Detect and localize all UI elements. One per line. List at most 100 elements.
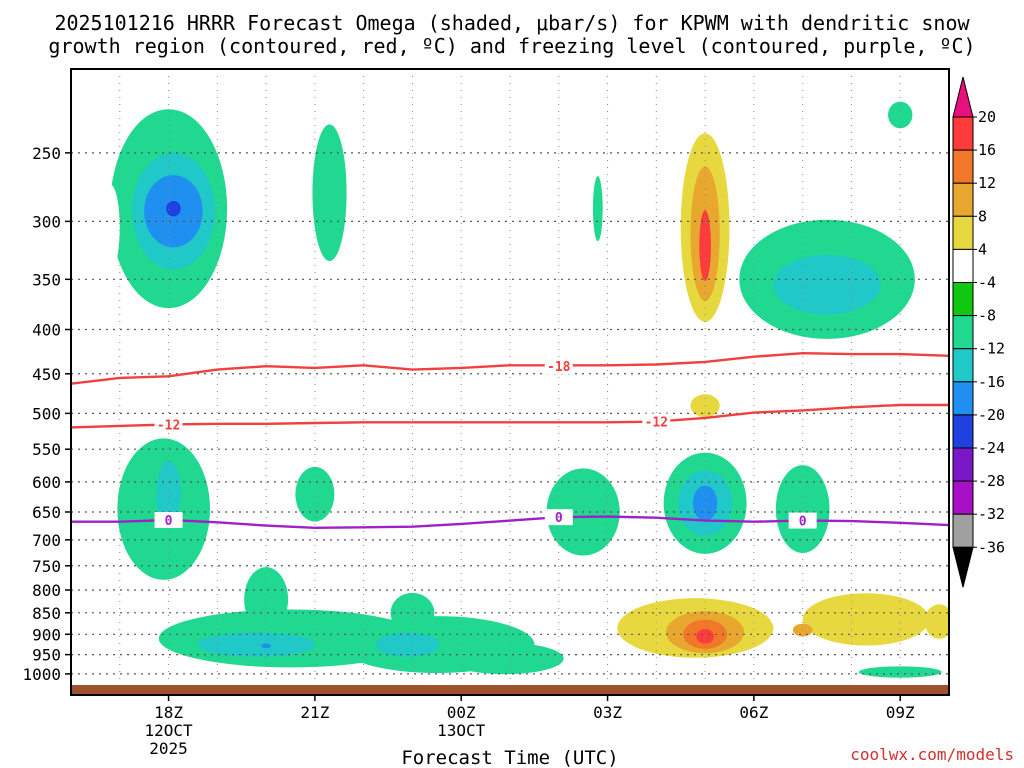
y-tick-label-450: 450 — [32, 365, 61, 384]
x-tick-label-24-0: 00Z — [447, 703, 476, 722]
omega-region-3 — [166, 200, 181, 217]
ground-strip — [71, 685, 949, 695]
contour-label-minus18: -18 — [547, 360, 571, 375]
y-tick-label-950: 950 — [32, 646, 61, 665]
x-tick-label-18-2: 2025 — [149, 739, 188, 758]
colorbar-swatch-7 — [952, 348, 974, 383]
colorbar-label-2: 12 — [978, 174, 996, 192]
contour-label-0: 0 — [799, 515, 807, 530]
y-tick-label-550: 550 — [32, 440, 61, 459]
colorbar-swatch-4 — [952, 248, 974, 283]
colorbar-swatch-3 — [952, 215, 974, 250]
colorbar-swatch-6 — [952, 315, 974, 350]
contour-label-bg — [544, 509, 573, 526]
omega-region-35 — [924, 604, 949, 639]
y-axis: 250 300 350 400 450 500 550 600 650 700 750 800 850 9… — [22, 144, 71, 684]
colorbar-label-5: -4 — [978, 274, 996, 292]
omega-region-38 — [244, 567, 289, 632]
omega-region-5 — [312, 124, 347, 262]
colorbar-bottom-arrow — [952, 546, 974, 588]
omega-region-34 — [792, 623, 813, 637]
y-tick-label-650: 650 — [32, 503, 61, 522]
omega-region-20 — [295, 466, 335, 522]
colorbar-label-13: -36 — [978, 538, 1005, 556]
omega-region-11 — [749, 92, 886, 214]
colorbar-swatch-2 — [952, 182, 974, 217]
chart-title-line2: growth region (contoured, red, ºC) and f… — [48, 34, 975, 58]
omega-shading — [100, 76, 949, 678]
omega-region-45 — [858, 666, 942, 678]
omega-region-25 — [775, 465, 830, 553]
contour-label-bg — [788, 512, 817, 529]
y-tick-label-850: 850 — [32, 604, 61, 623]
contour-label-minus12: -12 — [645, 416, 668, 431]
contour-label-0: 0 — [165, 514, 173, 529]
contour-label-bg — [154, 416, 183, 433]
contour-label-bg — [154, 511, 183, 528]
omega-region-14 — [888, 101, 913, 129]
omega-region-41 — [375, 632, 440, 657]
x-tick-label-18-0: 18Z — [154, 703, 183, 722]
gridlines — [71, 69, 949, 685]
omega-region-13 — [773, 254, 881, 315]
omega-region-44 — [446, 642, 564, 675]
contour-line-minus18-0 — [71, 351, 949, 385]
colorbar-label-8: -16 — [978, 373, 1005, 391]
omega-region-43 — [261, 643, 271, 649]
y-tick-label-600: 600 — [32, 473, 61, 492]
x-tick-label-24-1: 13OCT — [437, 721, 486, 740]
y-tick-label-1000: 1000 — [22, 665, 61, 684]
x-tick-label-27-0: 03Z — [593, 703, 622, 722]
y-tick-label-500: 500 — [32, 404, 61, 423]
contour-line-minus12-1 — [71, 403, 949, 429]
colorbar-label-0: 20 — [978, 108, 996, 126]
colorbar-label-11: -28 — [978, 472, 1005, 490]
y-tick-label-700: 700 — [32, 531, 61, 550]
x-tick-label-18-1: 12OCT — [144, 721, 193, 740]
y-tick-label-250: 250 — [32, 144, 61, 163]
temperature-contours: -18 -12 -12 0 0 0 — [71, 351, 949, 530]
colorbar-swatch-0 — [952, 116, 974, 151]
colorbar-label-9: -20 — [978, 406, 1005, 424]
omega-region-15 — [363, 363, 452, 441]
colorbar-label-1: 16 — [978, 141, 996, 159]
chart-title-line1: 2025101216 HRRR Forecast Omega (shaded, … — [54, 11, 970, 35]
x-tick-label-33-0: 09Z — [886, 703, 915, 722]
colorbar-swatch-1 — [952, 149, 974, 184]
colorbar-top-arrow — [952, 76, 974, 118]
y-tick-label-800: 800 — [32, 581, 61, 600]
colorbar-label-7: -12 — [978, 340, 1005, 358]
colorbar-swatch-12 — [952, 513, 974, 548]
x-axis-label: Forecast Time (UTC) — [401, 747, 618, 768]
colorbar-swatch-11 — [952, 480, 974, 515]
x-tick-label-30-0: 06Z — [739, 703, 768, 722]
y-tick-label-750: 750 — [32, 557, 61, 576]
colorbar-label-6: -8 — [978, 307, 996, 325]
colorbar-swatch-5 — [952, 282, 974, 317]
colorbar-swatch-10 — [952, 447, 974, 482]
omega-region-40 — [197, 632, 315, 657]
x-tick-label-21-0: 21Z — [300, 703, 329, 722]
omega-region-33 — [802, 593, 930, 646]
colorbar-label-10: -24 — [978, 439, 1005, 457]
y-tick-label-300: 300 — [32, 212, 61, 231]
plot-frame — [70, 68, 950, 696]
colorbar-label-12: -32 — [978, 505, 1005, 523]
colorbar: 20 16 12 8 4 -4 -8 -12 -16 -20 -24 -28 -32 -36 — [952, 76, 1005, 588]
contour-label-0: 0 — [555, 511, 563, 526]
omega-region-4 — [100, 184, 120, 271]
colorbar-label-4: 4 — [978, 240, 987, 258]
contour-label-bg — [544, 358, 573, 375]
omega-region-19 — [156, 460, 181, 528]
omega-region-10 — [592, 176, 603, 242]
y-tick-label-900: 900 — [32, 625, 61, 644]
omega-region-9 — [699, 210, 711, 281]
colorbar-swatch-9 — [952, 414, 974, 449]
contour-label-minus12: -12 — [157, 418, 180, 433]
credit-text: coolwx.com/models — [850, 745, 1014, 764]
colorbar-swatch-8 — [952, 381, 974, 416]
contour-label-bg — [642, 413, 671, 430]
y-tick-label-350: 350 — [32, 270, 61, 289]
